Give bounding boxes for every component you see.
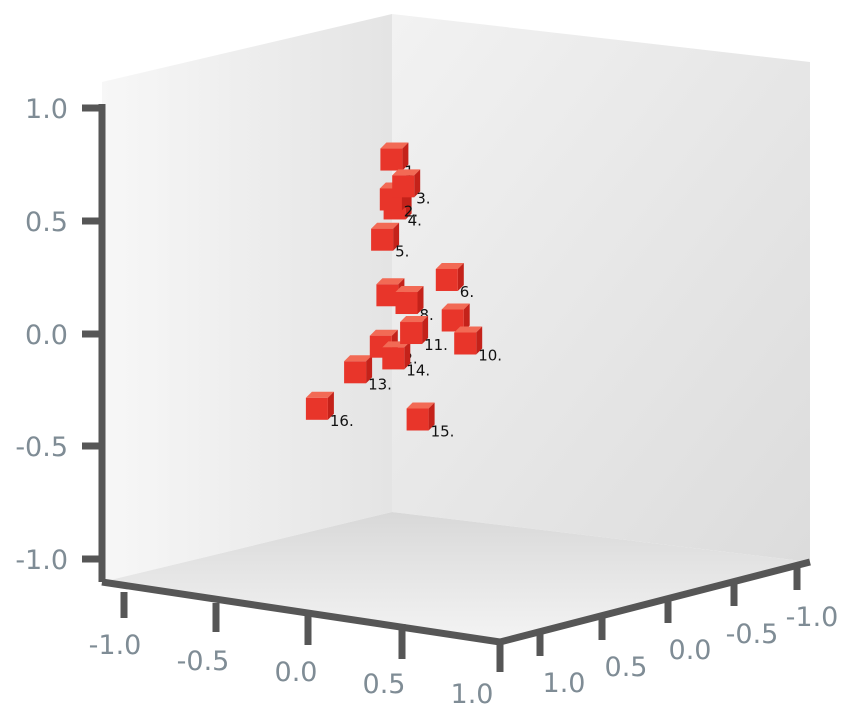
cube-front-face xyxy=(395,292,418,315)
cube-front-face xyxy=(380,148,403,171)
data-point: 11. xyxy=(400,316,448,354)
cube-side-face xyxy=(404,341,411,370)
data-point: 10. xyxy=(454,326,502,365)
floor-pane xyxy=(102,512,810,642)
point-label: 16. xyxy=(330,412,354,430)
y-tick-label: -0.5 xyxy=(726,619,779,650)
cube-top-face xyxy=(454,326,483,333)
y-tick-label: 0.0 xyxy=(669,635,712,666)
cube-side-face xyxy=(422,316,429,345)
x-tick-label: -1.0 xyxy=(89,630,142,661)
cube-side-face xyxy=(366,355,373,384)
cube-front-face xyxy=(435,268,458,291)
z-tick-label: -1.0 xyxy=(15,545,68,576)
data-point: 3. xyxy=(392,169,431,207)
data-point: 1. xyxy=(380,142,419,181)
x-tick-label: 0.5 xyxy=(363,669,406,700)
cube-top-face xyxy=(435,262,464,269)
point-label: 13. xyxy=(368,375,392,393)
cube-side-face xyxy=(417,286,424,315)
x-tick-label: 1.0 xyxy=(451,679,494,704)
cube-top-face xyxy=(395,286,424,293)
cube-top-face xyxy=(380,142,409,149)
z-tick-label: -0.5 xyxy=(15,432,68,463)
z-tick-label: 0.0 xyxy=(25,320,68,351)
cube-top-face xyxy=(305,391,334,398)
cube-side-face xyxy=(457,262,464,291)
cube-top-face xyxy=(392,169,421,176)
data-point: 13. xyxy=(344,355,392,393)
y-axis-line xyxy=(499,558,811,646)
point-label: 6. xyxy=(460,283,474,301)
cube-top-face xyxy=(344,355,373,362)
cube-top-face xyxy=(376,278,405,285)
data-point: 6. xyxy=(435,262,474,301)
data-point: 14. xyxy=(382,341,430,379)
cube-front-face xyxy=(454,332,477,355)
cube-side-face xyxy=(414,169,421,198)
point-label: 11. xyxy=(424,336,448,354)
point-label: 14. xyxy=(406,361,430,379)
cube-front-face xyxy=(376,284,399,307)
data-point: 16. xyxy=(305,391,354,430)
z-axis-ticks: 1.0 0.5 0.0 -0.5 -1.0 xyxy=(15,94,102,576)
cube-side-face xyxy=(327,391,334,420)
cube-front-face xyxy=(382,347,405,370)
y-tick-label: -1.0 xyxy=(786,602,839,633)
cube-side-face xyxy=(463,303,470,332)
point-label: 2. xyxy=(404,202,418,220)
y-axis-ticks: 1.0 0.5 0.0 -0.5 -1.0 xyxy=(536,566,839,699)
cube-top-face xyxy=(406,402,435,409)
data-point: 5. xyxy=(371,222,409,261)
cube-side-face xyxy=(476,326,483,355)
cube-front-face xyxy=(392,175,415,198)
cube-side-face xyxy=(393,222,400,251)
point-label: 3. xyxy=(416,189,430,207)
point-label: 4. xyxy=(408,211,422,229)
cube-top-face xyxy=(400,316,429,323)
left-wall-pane xyxy=(102,14,392,582)
cube-top-face xyxy=(441,303,470,310)
cube-side-face xyxy=(402,142,409,171)
x-axis-line xyxy=(101,578,501,646)
point-label: 10. xyxy=(478,347,502,365)
data-points: 16.13.5.12.7.14.4.1.2.3.8.11.15.6.9.10. xyxy=(305,142,502,441)
point-label: 5. xyxy=(395,243,409,261)
cube-front-face xyxy=(406,408,429,431)
z-tick-label: 1.0 xyxy=(25,94,68,125)
x-tick-label: 0.0 xyxy=(275,657,318,688)
cube-front-face xyxy=(400,322,423,345)
point-label: 15. xyxy=(431,423,455,441)
cube-top-face xyxy=(371,222,400,229)
data-point: 15. xyxy=(406,402,455,441)
cube-front-face xyxy=(441,309,464,332)
cube-side-face xyxy=(428,402,435,431)
z-tick-label: 0.5 xyxy=(25,207,68,238)
cube-top-face xyxy=(369,329,398,336)
cube-front-face xyxy=(344,361,367,384)
cube-front-face xyxy=(305,397,328,420)
y-tick-label: 1.0 xyxy=(543,668,586,699)
cube-front-face xyxy=(371,228,394,251)
y-tick-label: 0.5 xyxy=(605,652,648,683)
back-wall-pane xyxy=(392,14,810,562)
x-axis-ticks: -1.0 -0.5 0.0 0.5 1.0 xyxy=(89,592,504,704)
x-tick-label: -0.5 xyxy=(177,646,230,677)
